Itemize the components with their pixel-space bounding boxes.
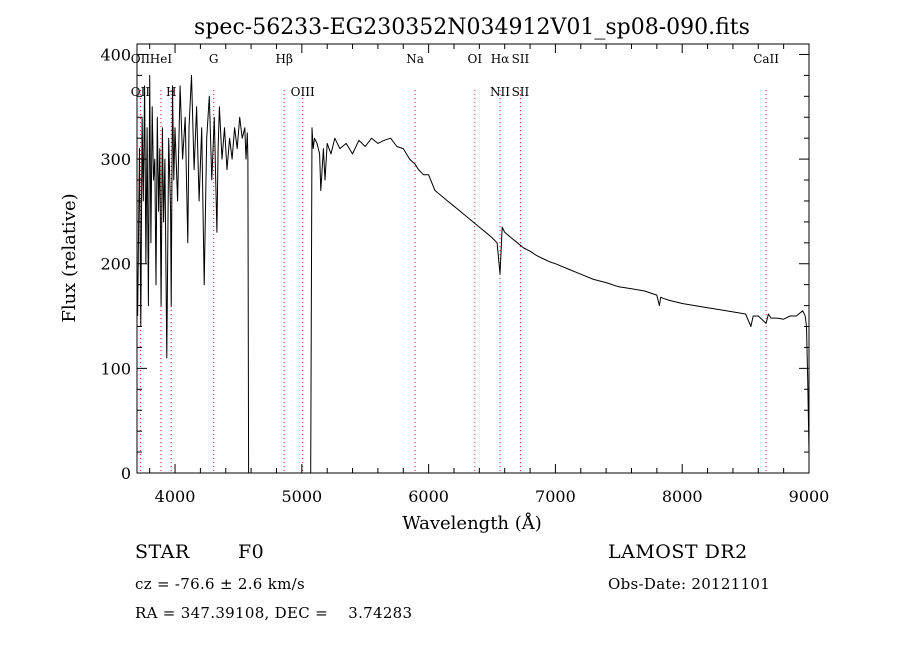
line-label-top: SII <box>512 52 530 66</box>
survey-name: LAMOST DR2 <box>608 541 748 563</box>
x-tick-label: 4000 <box>155 487 196 506</box>
line-label-bottom: H <box>166 85 176 99</box>
line-label-bottom: OIII <box>291 85 315 99</box>
x-tick-label: 6000 <box>408 487 449 506</box>
y-tick-label: 400 <box>100 45 131 64</box>
line-label-bottom: OII <box>131 85 151 99</box>
coordinates: RA = 347.39108, DEC = 3.74283 <box>135 604 413 622</box>
line-label-top: Na <box>406 52 424 66</box>
y-tick-label: 0 <box>121 464 131 483</box>
y-axis-label: Flux (relative) <box>59 193 80 322</box>
y-tick-label: 300 <box>100 150 131 169</box>
line-label-top: Hβ <box>276 52 293 66</box>
object-subclass: F0 <box>238 541 265 563</box>
x-axis-label: Wavelength (Å) <box>402 512 542 534</box>
x-tick-label: 9000 <box>789 487 830 506</box>
y-tick-label: 100 <box>100 359 131 378</box>
axis-ticks: 4000 5000 6000 7000 8000 9000 0 100 200 300 400 <box>100 44 829 506</box>
object-class: STAR <box>135 541 190 563</box>
x-tick-label: 5000 <box>281 487 322 506</box>
line-label-bottom: SII <box>512 85 530 99</box>
line-label-top: CaII <box>753 52 779 66</box>
line-label-bottom: NII <box>490 85 510 99</box>
spectrum-line <box>137 74 810 474</box>
spectrum-series <box>137 74 810 474</box>
line-label-top: HeI <box>150 52 173 66</box>
line-label-top: OI <box>467 52 482 66</box>
line-label-top: OII <box>131 52 151 66</box>
chart-title: spec-56233-EG230352N034912V01_sp08-090.f… <box>194 15 750 40</box>
plot-frame <box>136 43 810 474</box>
y-tick-label: 200 <box>100 255 131 274</box>
x-tick-label: 7000 <box>535 487 576 506</box>
line-label-top: Hα <box>491 52 510 66</box>
observation-date: Obs-Date: 20121101 <box>608 575 771 593</box>
x-tick-label: 8000 <box>662 487 703 506</box>
line-label-top: G <box>209 52 219 66</box>
redshift-velocity: cz = -76.6 ± 2.6 km/s <box>135 575 305 593</box>
